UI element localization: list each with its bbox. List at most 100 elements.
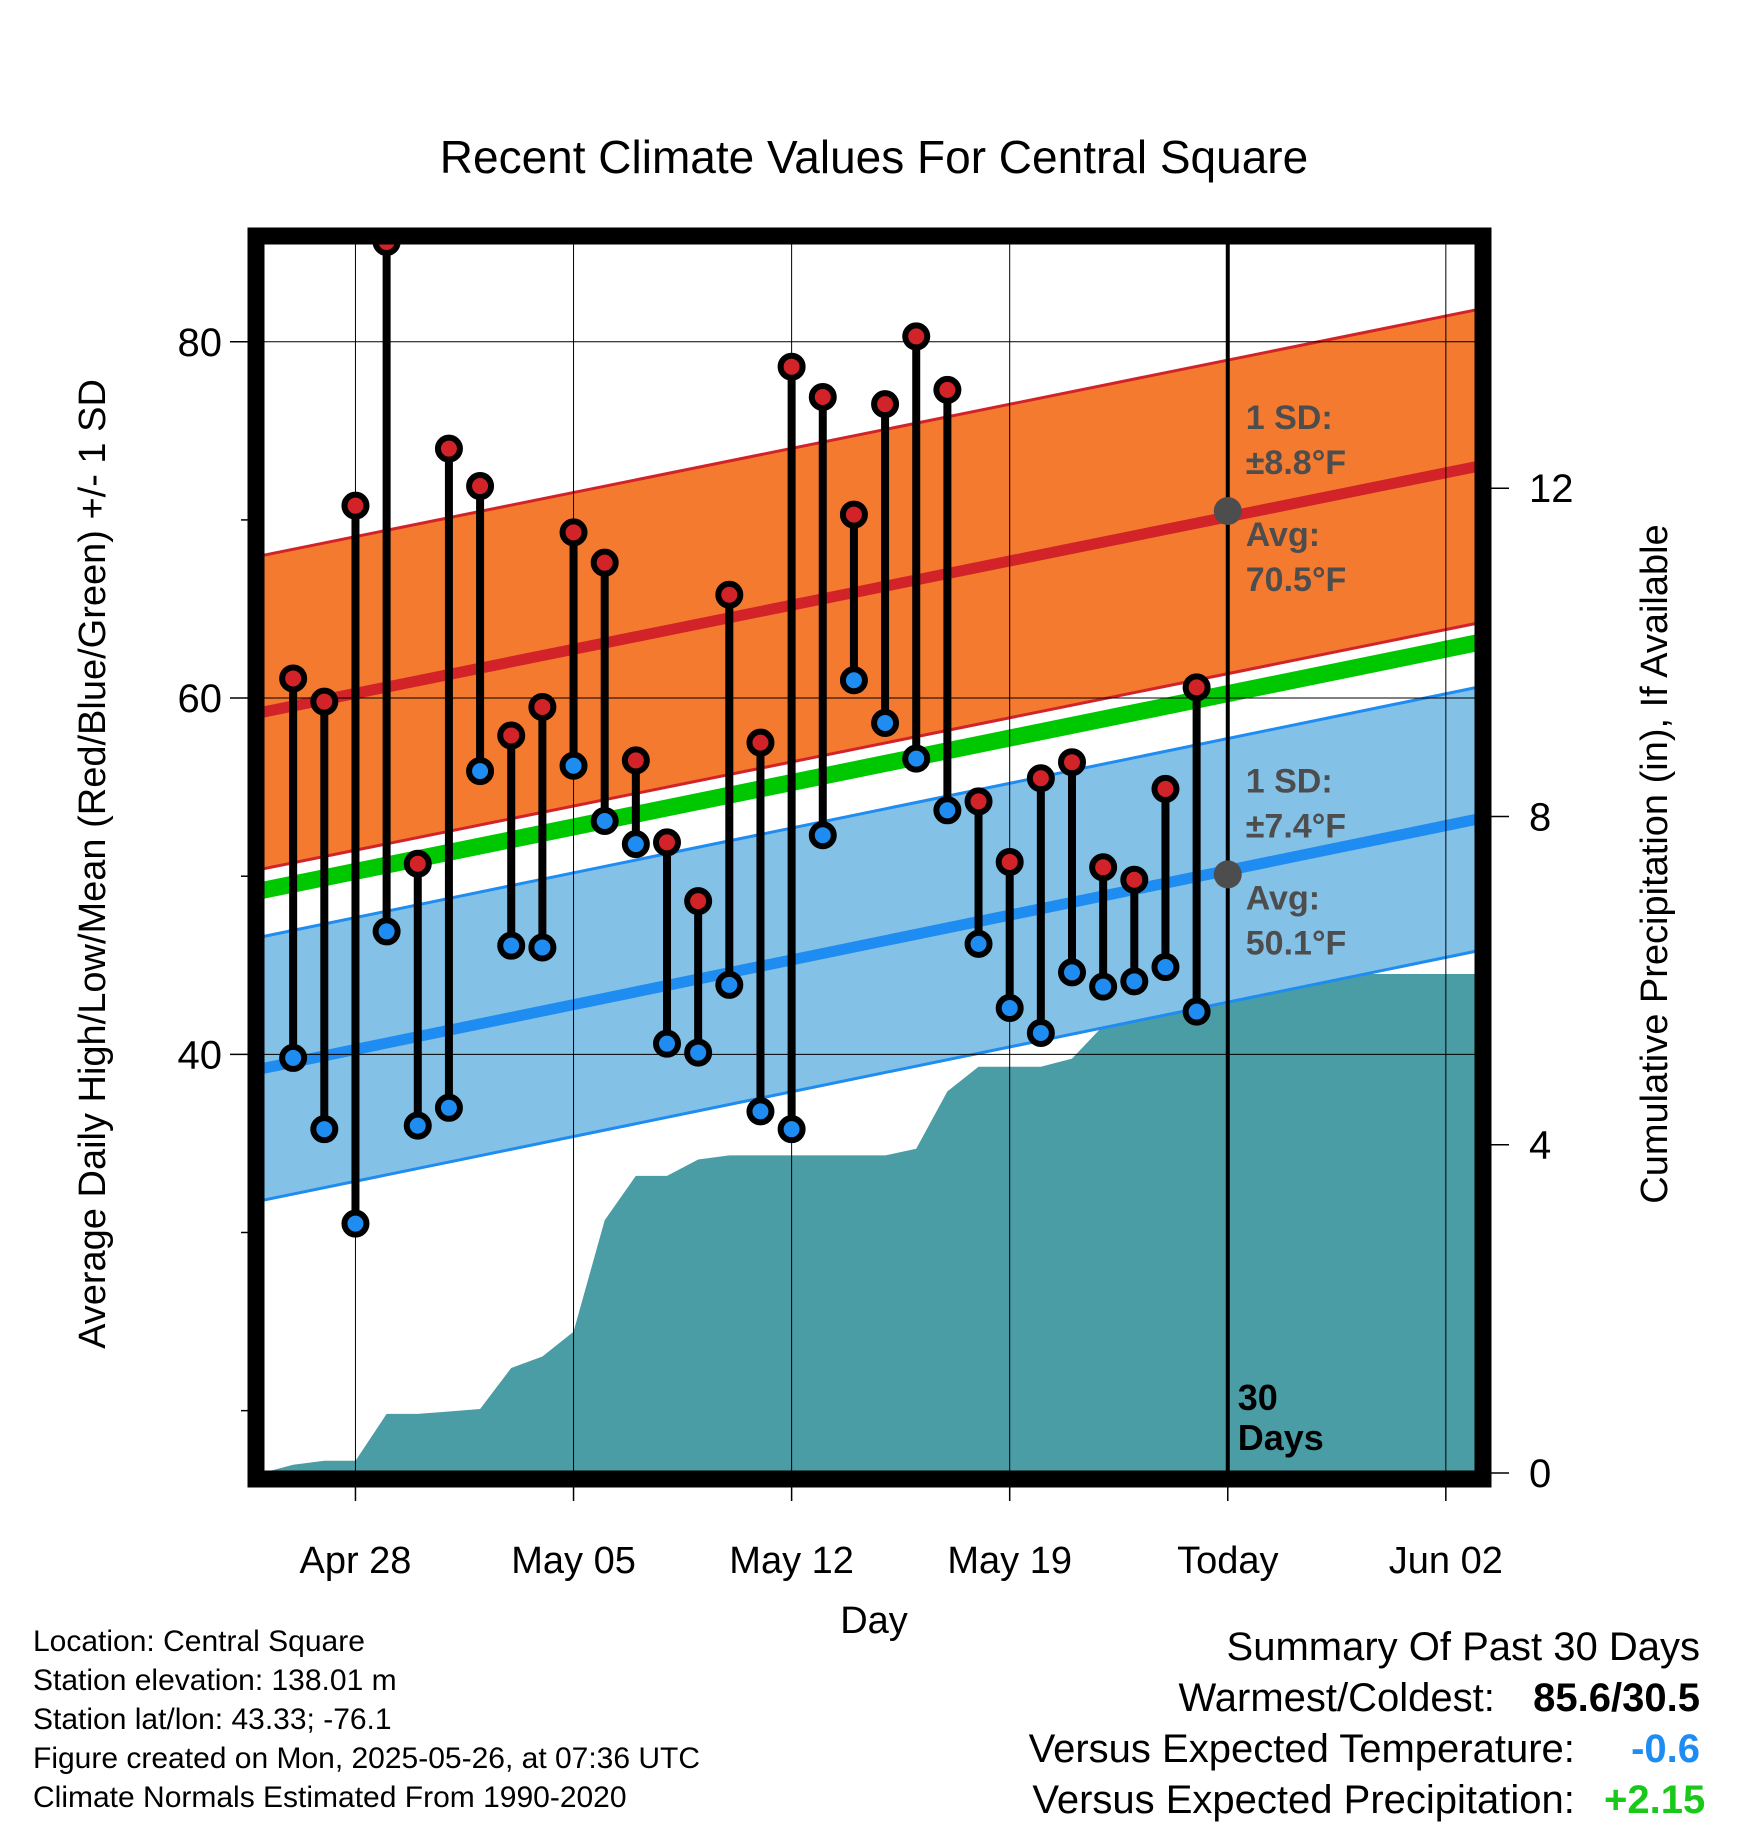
high-normal-line	[260, 461, 1479, 718]
daily-low-point	[715, 970, 744, 999]
high-avg-label: Avg:	[1246, 516, 1320, 554]
high-sd-band-lower-edge	[261, 621, 1478, 871]
temp-anomaly-value: -0.6	[1631, 1727, 1700, 1771]
daily-high-point	[808, 382, 837, 411]
daily-low-point	[902, 744, 931, 773]
x-tick-label: Today	[1177, 1540, 1278, 1582]
summary-temp-row: Versus Expected Temperature: -0.6	[800, 1724, 1700, 1775]
elevation-text: Station elevation: 138.01 m	[33, 1664, 397, 1697]
daily-high-point	[653, 828, 681, 857]
daily-high-point	[1058, 748, 1086, 777]
low-avg-label: Avg:	[1246, 879, 1320, 917]
station-info: Location: Central Square Station elevati…	[33, 1622, 700, 1817]
daily-low-point	[871, 708, 900, 737]
daily-low-point	[933, 796, 962, 825]
daily-high-point	[684, 887, 713, 916]
y2-tick-label: 0	[1529, 1452, 1551, 1496]
daily-high-point	[466, 472, 495, 501]
daily-high-point	[871, 390, 900, 419]
chart-title: Recent Climate Values For Central Square	[440, 131, 1308, 183]
high-sd-label: 1 SD:	[1246, 399, 1333, 437]
temp-anomaly-label: Versus Expected Temperature:	[1028, 1727, 1575, 1771]
summary-title: Summary Of Past 30 Days	[1226, 1625, 1700, 1669]
y2-tick-label: 12	[1529, 467, 1574, 511]
daily-low-point	[372, 917, 401, 946]
y2-tick-label: 4	[1529, 1124, 1551, 1168]
daily-low-point	[403, 1111, 432, 1140]
daily-high-point	[341, 491, 370, 520]
summary-panel: Summary Of Past 30 Days Warmest/Coldest:…	[800, 1622, 1706, 1826]
daily-high-point	[964, 787, 993, 816]
daily-low-point	[279, 1043, 308, 1072]
daily-high-point	[528, 692, 557, 721]
daily-low-point	[466, 757, 495, 786]
daily-low-point	[839, 666, 868, 695]
days-label-word: Days	[1238, 1417, 1324, 1458]
low-sd-band-upper-edge	[261, 685, 1478, 939]
precip-area	[262, 974, 1477, 1473]
daily-low-point	[590, 806, 619, 835]
daily-high-point	[715, 580, 744, 609]
mean-normal-line	[260, 634, 1479, 899]
x-tick-label: May 12	[729, 1540, 854, 1582]
daily-low-point	[1026, 1018, 1055, 1047]
x-tick-label: Apr 28	[299, 1540, 411, 1582]
daily-high-point	[777, 352, 806, 381]
daily-high-point	[1089, 853, 1118, 882]
daily-low-point	[497, 931, 526, 960]
daily-low-point	[1182, 997, 1211, 1026]
daily-high-point	[403, 849, 432, 878]
y-tick-label: 60	[178, 677, 223, 721]
daily-low-point	[559, 751, 588, 780]
daily-high-point	[1151, 774, 1180, 803]
daily-low-point	[528, 933, 557, 962]
x-tick-label: May 05	[511, 1540, 636, 1582]
summary-precip-row: Versus Expected Precipitation: +2.15	[800, 1775, 1706, 1826]
daily-high-point	[279, 664, 308, 693]
daily-low-point	[808, 821, 837, 850]
daily-high-point	[590, 548, 619, 577]
daily-low-point	[341, 1209, 370, 1238]
low-avg-value: 50.1°F	[1246, 924, 1347, 962]
y2-tick-label: 8	[1529, 795, 1551, 839]
daily-low-point	[995, 994, 1024, 1023]
daily-high-point	[621, 746, 650, 775]
low-sd-label: 1 SD:	[1246, 762, 1333, 800]
daily-high-point	[902, 322, 931, 351]
daily-high-point	[995, 847, 1024, 876]
daily-high-point	[1182, 673, 1211, 702]
x-tick-label: Jun 02	[1389, 1540, 1503, 1582]
daily-low-point	[1058, 958, 1086, 987]
precip-anomaly-label: Versus Expected Precipitation:	[1032, 1778, 1575, 1822]
daily-high-point	[839, 500, 868, 529]
daily-low-point	[621, 830, 650, 859]
precip-anomaly-value: +2.15	[1604, 1778, 1706, 1822]
plot-frame	[247, 227, 1492, 1488]
high-normal-today-marker	[1213, 497, 1242, 526]
daily-low-point	[653, 1029, 681, 1058]
low-normal-line	[260, 813, 1479, 1074]
latlon-text: Station lat/lon: 43.33; -76.1	[33, 1703, 392, 1736]
daily-high-point	[933, 375, 962, 404]
low-sd-band-lower-edge	[261, 949, 1478, 1202]
warmest-value: 85.6/30.5	[1533, 1676, 1700, 1720]
daily-low-point	[964, 929, 993, 958]
x-axis-label: Day	[840, 1600, 908, 1642]
daily-high-point	[559, 518, 588, 547]
daily-low-point	[1089, 972, 1118, 1001]
daily-low-point	[310, 1115, 339, 1144]
normals-text: Climate Normals Estimated From 1990-2020	[33, 1781, 627, 1814]
daily-high-point	[497, 721, 526, 750]
created-text: Figure created on Mon, 2025-05-26, at 07…	[33, 1742, 701, 1775]
y-tick-label: 40	[178, 1033, 223, 1077]
high-avg-value: 70.5°F	[1246, 561, 1347, 599]
y2-axis-label: Cumulative Precipitation (in), If Availa…	[1634, 524, 1676, 1203]
low-sd-value: ±7.4°F	[1246, 807, 1346, 845]
y-axis-label: Average Daily High/Low/Mean (Red/Blue/Gr…	[72, 379, 114, 1349]
daily-high-point	[746, 728, 775, 757]
daily-high-point	[1026, 764, 1055, 793]
high-sd-band-upper-edge	[261, 308, 1478, 558]
low-normal-today-marker	[1213, 860, 1242, 889]
daily-low-point	[777, 1115, 806, 1144]
daily-high-point	[434, 434, 463, 463]
